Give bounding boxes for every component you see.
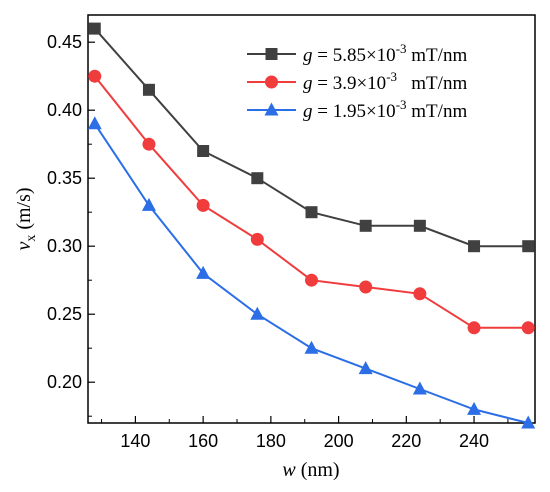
y-tick-label: 0.40 — [47, 100, 82, 120]
data-point — [522, 240, 535, 253]
data-point — [142, 137, 156, 151]
legend: g = 5.85×10-3 mT/nm g = 3.9×10-3 mT/nm g =… — [247, 41, 467, 122]
data-point — [88, 22, 101, 35]
x-tick-label: 220 — [391, 431, 421, 451]
y-tick-label: 0.30 — [47, 236, 82, 256]
data-point — [521, 321, 535, 335]
y-axis-ticks: 0.20 0.25 0.30 0.35 0.40 0.45 — [47, 32, 95, 417]
legend-item: g = 5.85×10-3 mT/nm — [247, 41, 467, 66]
x-tick-label: 240 — [459, 431, 489, 451]
data-point — [413, 287, 427, 301]
data-point — [521, 415, 536, 429]
plot-frame — [87, 14, 536, 424]
data-point — [467, 401, 482, 415]
data-point — [88, 69, 102, 83]
data-point — [196, 265, 211, 279]
data-point — [250, 306, 265, 320]
data-point — [359, 219, 372, 232]
legend-marker — [265, 75, 278, 89]
data-point — [358, 361, 373, 375]
data-point — [196, 198, 210, 212]
y-tick-label: 0.25 — [47, 304, 82, 324]
series-line — [93, 123, 529, 424]
data-point — [467, 321, 481, 335]
y-axis-title: vx (m/s) — [13, 187, 39, 250]
x-tick-label: 180 — [256, 431, 286, 451]
data-point — [305, 206, 318, 219]
legend-label: g = 3.9×10-3 mT/nm — [303, 69, 467, 94]
data-point — [468, 240, 481, 253]
legend-marker — [265, 48, 278, 60]
data-point — [305, 273, 318, 287]
x-tick-label: 140 — [120, 431, 150, 451]
legend-label: g = 5.85×10-3 mT/nm — [303, 41, 467, 66]
data-point — [250, 232, 264, 246]
x-axis-ticks: 140 160 180 200 220 240 — [101, 416, 509, 451]
series-circle — [88, 69, 535, 335]
y-tick-label: 0.45 — [47, 32, 82, 52]
data-point — [142, 83, 155, 96]
legend-item: g = 1.95×10-3 mT/nm — [247, 97, 467, 122]
x-tick-label: 160 — [188, 431, 218, 451]
legend-label: g = 1.95×10-3 mT/nm — [303, 97, 467, 122]
y-tick-label: 0.20 — [47, 372, 82, 392]
x-axis-title: w (nm) — [282, 459, 339, 481]
data-point — [141, 197, 156, 211]
data-point — [359, 280, 373, 294]
data-point — [413, 219, 426, 232]
legend-marker — [264, 102, 279, 116]
data-point — [251, 172, 264, 185]
data-point — [412, 381, 427, 395]
data-point — [197, 145, 210, 157]
series-triangle — [87, 116, 536, 429]
x-tick-label: 200 — [324, 431, 354, 451]
y-tick-label: 0.35 — [47, 168, 82, 188]
legend-item: g = 3.9×10-3 mT/nm — [247, 69, 467, 94]
data-point — [304, 340, 319, 354]
series-layer — [87, 22, 536, 429]
data-point — [87, 116, 102, 130]
series-square — [88, 22, 535, 253]
